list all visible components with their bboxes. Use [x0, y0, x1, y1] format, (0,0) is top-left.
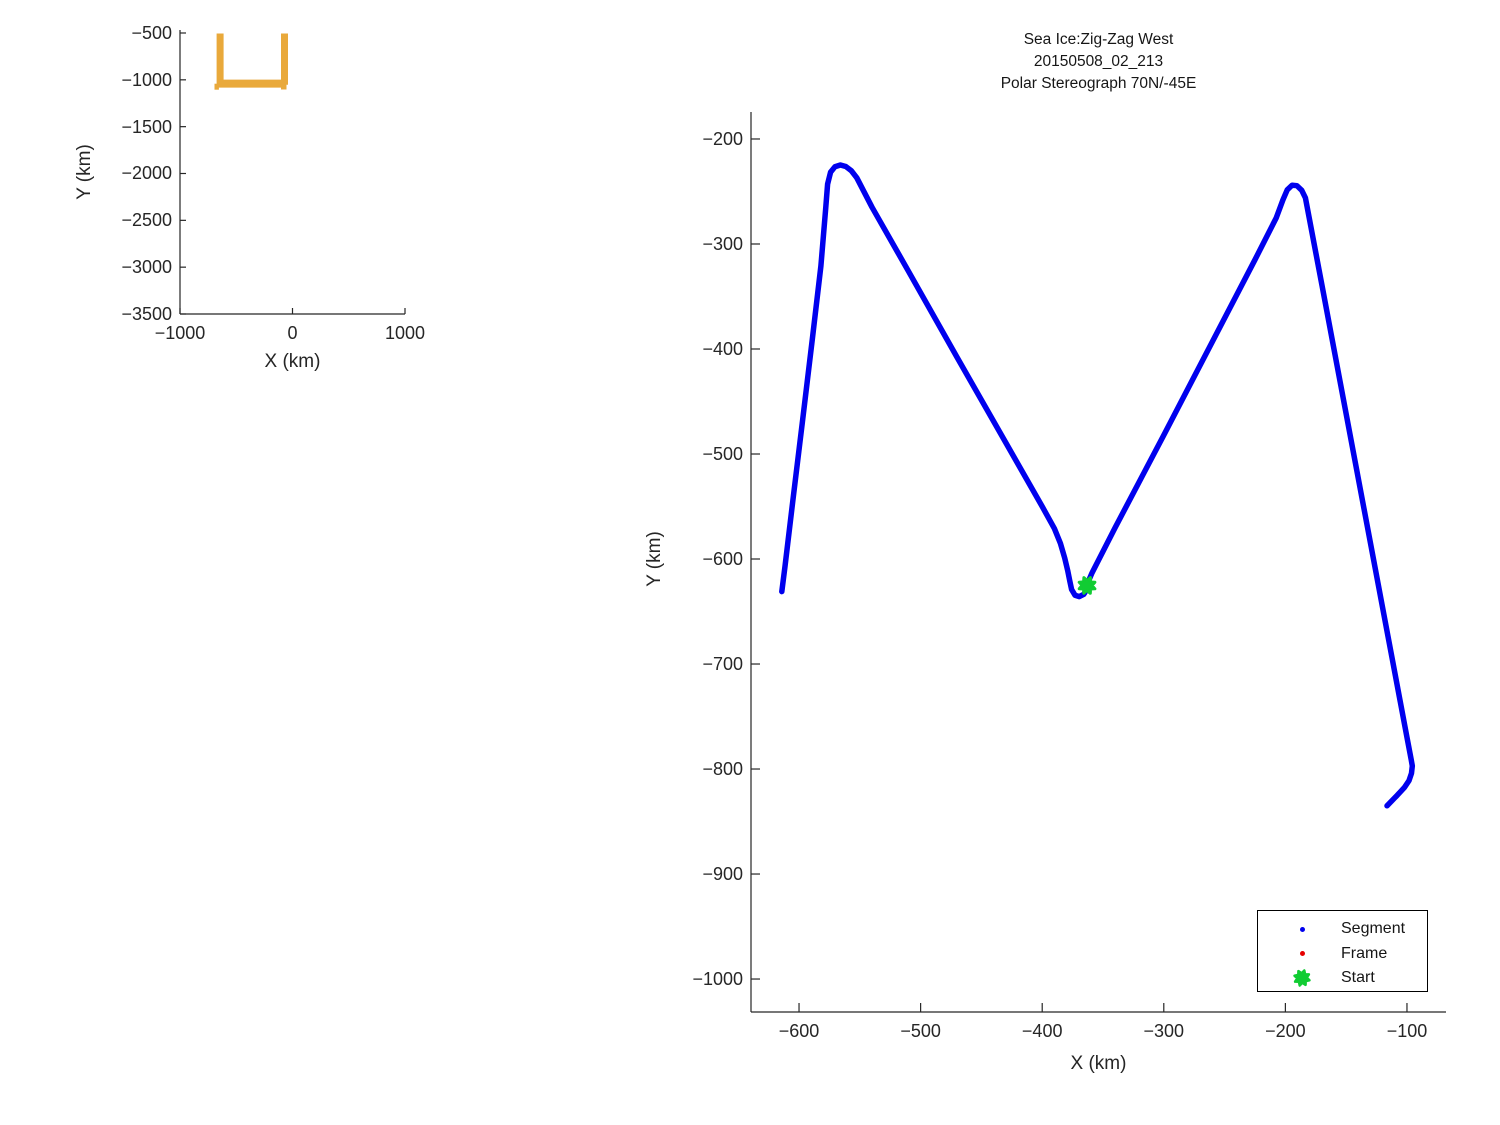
main-x-tick-label: −100 — [1386, 1021, 1428, 1041]
start-marker-icon — [1077, 576, 1097, 595]
legend-label-start: Start — [1341, 969, 1375, 986]
start-marker-icon — [1291, 966, 1313, 990]
main-y-tick-label: −900 — [702, 864, 743, 885]
overview-y-tick-label: −500 — [131, 22, 172, 43]
main-y-tick-label: −300 — [702, 233, 743, 254]
main-y-tick-label: −700 — [702, 654, 743, 674]
segment-marker-icon — [1291, 917, 1313, 941]
overview-x-axis-label: X (km) — [264, 351, 321, 372]
main-y-tick-label: −400 — [702, 338, 743, 359]
frame-marker-icon — [1291, 942, 1313, 966]
overview-y-tick-label: −3000 — [121, 257, 172, 278]
overview-y-tick-label: −2000 — [121, 163, 172, 184]
overview-x-tick-label: −1000 — [154, 323, 206, 343]
main-x-tick-label: −500 — [900, 1021, 941, 1041]
legend-row-start: Start — [1258, 966, 1427, 990]
start-star-icon — [1293, 969, 1311, 987]
main-title-line-2: 20150508_02_213 — [1033, 53, 1164, 70]
main-x-tick-label: −600 — [778, 1021, 820, 1041]
main-title-line-3: Polar Stereograph 70N/-45E — [1000, 75, 1197, 92]
frame-dot-icon — [1299, 951, 1305, 956]
overview-y-tick-label: −1500 — [121, 116, 172, 137]
overview-y-tick-label: −1000 — [121, 69, 172, 90]
overview-y-tick-label: −2500 — [121, 210, 172, 231]
legend-label-frame: Frame — [1341, 944, 1388, 962]
main-x-tick-label: −300 — [1143, 1021, 1185, 1041]
legend-box: Segment Frame Start — [1257, 910, 1428, 992]
main-y-tick-label: −800 — [702, 759, 743, 780]
legend-row-segment: Segment — [1258, 917, 1427, 941]
main-segment-path-0 — [779, 162, 1416, 809]
overview-y-tick-label: −3500 — [121, 304, 172, 324]
overview-x-tick-label: 0 — [287, 323, 298, 343]
main-x-tick-label: −200 — [1265, 1021, 1306, 1041]
overview-x-tick-label: 1000 — [384, 323, 426, 343]
main-y-tick-label: −1000 — [692, 969, 743, 990]
segment-dot-icon — [1299, 926, 1305, 932]
main-x-axis-label: X (km) — [1070, 1053, 1127, 1074]
main-y-tick-label: −200 — [702, 128, 743, 149]
main-y-tick-label: −500 — [702, 444, 743, 464]
legend-row-frame: Frame — [1258, 942, 1427, 966]
main-y-tick-label: −600 — [702, 549, 743, 569]
main-title-line-1: Sea Ice:Zig-Zag West — [1023, 31, 1174, 48]
main-x-tick-label: −400 — [1021, 1021, 1063, 1041]
legend-label-segment: Segment — [1341, 920, 1406, 937]
